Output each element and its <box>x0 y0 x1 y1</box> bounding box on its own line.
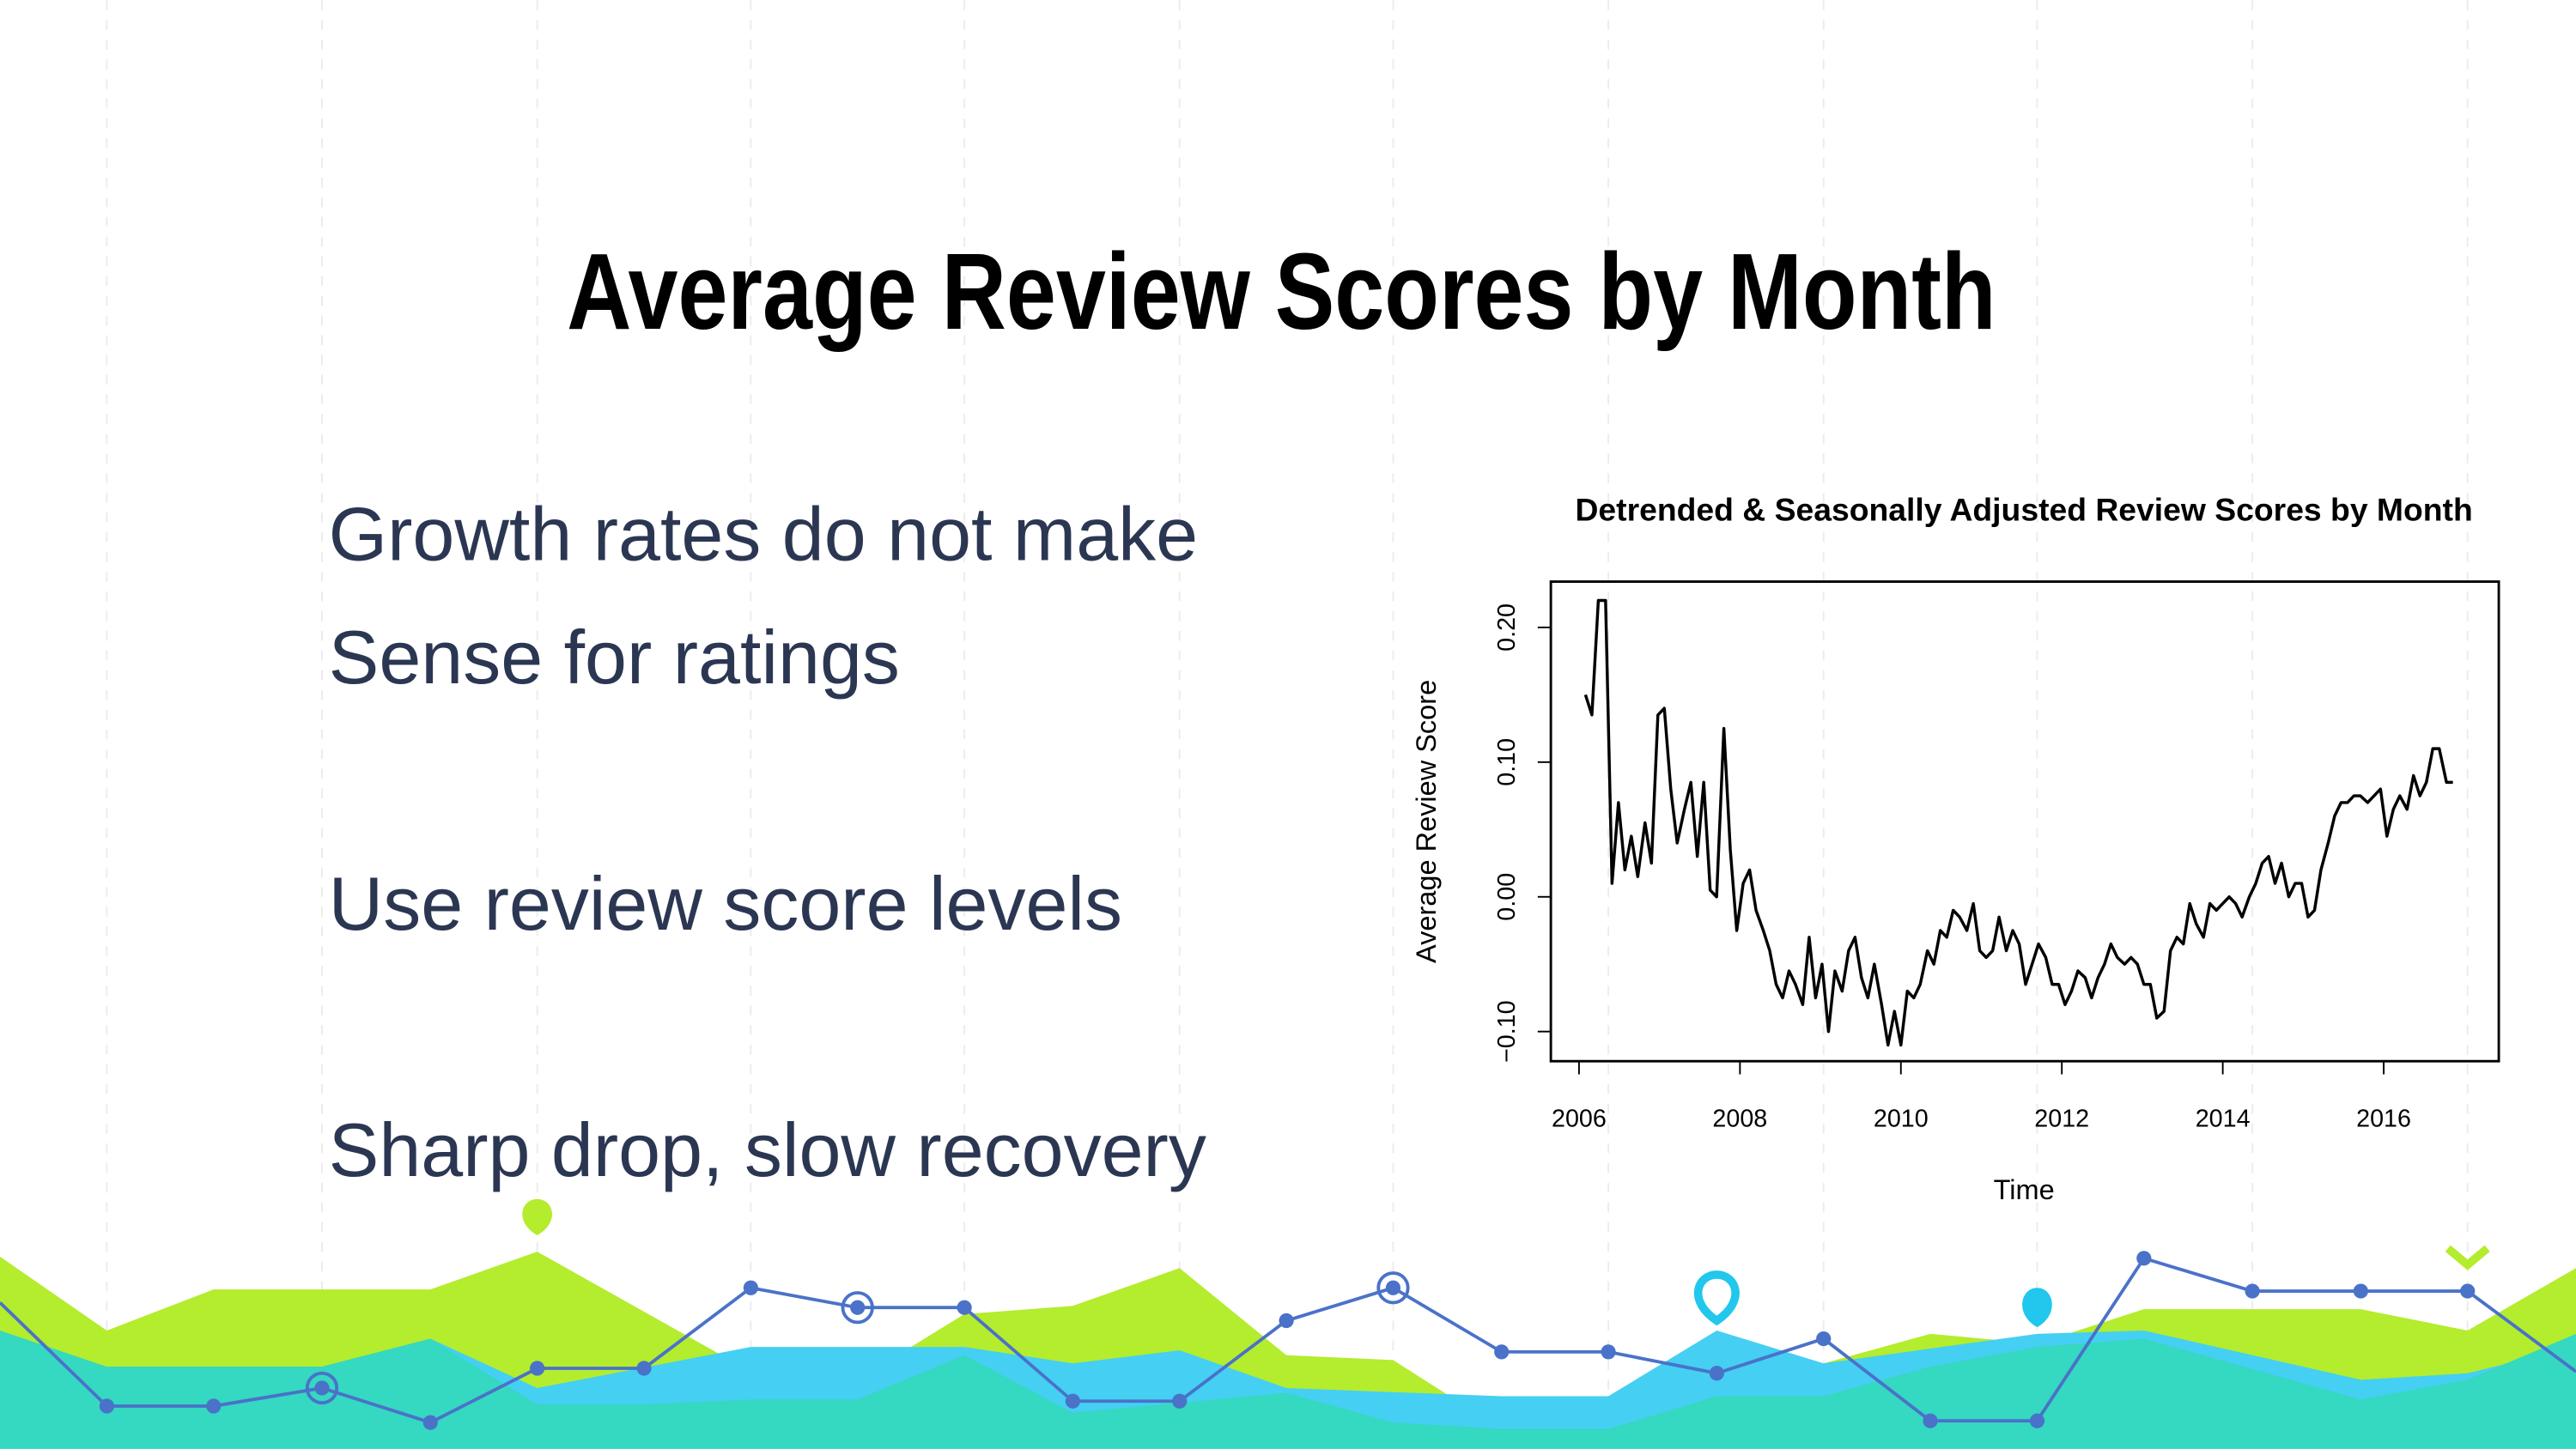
data-line <box>1583 598 2453 1047</box>
y-tick-label: 0.00 <box>1493 873 1521 921</box>
decorative-footer <box>0 1198 2576 1449</box>
plot-frame <box>1549 580 2500 1063</box>
x-tick-label: 2016 <box>2356 1106 2411 1133</box>
y-tick-label: 0.10 <box>1493 738 1521 786</box>
bullet: Use review score levels <box>329 861 1122 946</box>
x-tick-label: 2008 <box>1712 1106 1767 1133</box>
bullet: Growth rates do not make <box>329 492 1198 577</box>
y-axis-label: Average Review Score <box>1411 680 1442 963</box>
x-tick-label: 2014 <box>2196 1106 2251 1133</box>
y-tick-label: 0.20 <box>1493 603 1521 652</box>
background-guides <box>106 0 2469 1449</box>
chart: Detrended & Seasonally Adjusted Review S… <box>1411 492 2500 1205</box>
x-tick-label: 2006 <box>1552 1106 1607 1133</box>
bullet: Sharp drop, slow recovery <box>329 1107 1206 1192</box>
slide-title: Average Review Scores by Month <box>567 231 1996 352</box>
x-tick-label: 2012 <box>2034 1106 2089 1133</box>
x-tick-label: 2010 <box>1874 1106 1929 1133</box>
chart-title: Detrended & Seasonally Adjusted Review S… <box>1576 492 2473 528</box>
bullet-list: Growth rates do not make Sense for ratin… <box>329 492 1206 1192</box>
x-axis-label: Time <box>1994 1174 2055 1205</box>
y-tick-label: −0.10 <box>1493 1000 1521 1063</box>
bullet: Sense for ratings <box>329 615 900 700</box>
